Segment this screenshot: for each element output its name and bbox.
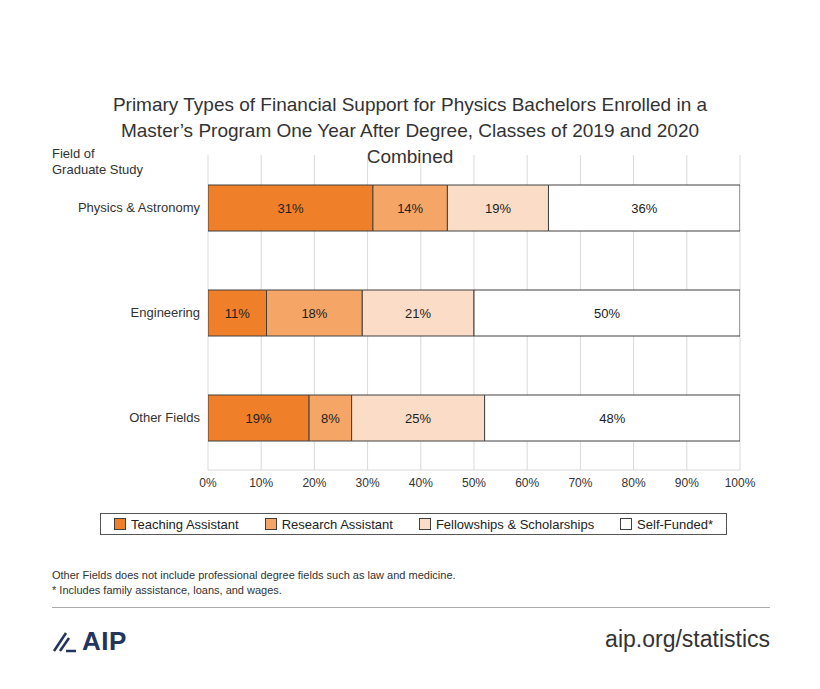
svg-text:Physics & Astronomy: Physics & Astronomy [78,200,201,215]
svg-text:36%: 36% [631,201,657,216]
svg-text:70%: 70% [568,476,592,490]
svg-text:14%: 14% [397,201,423,216]
svg-text:31%: 31% [277,201,303,216]
svg-text:80%: 80% [622,476,646,490]
svg-text:25%: 25% [405,411,431,426]
svg-text:90%: 90% [675,476,699,490]
svg-text:20%: 20% [302,476,326,490]
svg-text:48%: 48% [599,411,625,426]
html-text:Fellowships & Scholarships: Fellowships & Scholarships [435,516,595,532]
svg-text:8%: 8% [321,411,340,426]
svg-text:19%: 19% [485,201,511,216]
svg-text:100%: 100% [725,476,756,490]
svg-text:0%: 0% [199,476,217,490]
html-text:Research Assistant: Research Assistant [281,516,393,532]
svg-text:Other Fields: Other Fields [129,410,200,425]
html-text:Teaching Assistant: Teaching Assistant [131,516,239,532]
svg-text:10%: 10% [249,476,273,490]
svg-text:Engineering: Engineering [131,305,200,320]
svg-text:19%: 19% [246,411,272,426]
svg-text:18%: 18% [301,306,327,321]
html-text:Self-Funded*: Self-Funded* [637,516,713,532]
html-text:aip.org/statistics: aip.org/statistics [605,626,770,652]
svg-text:21%: 21% [405,306,431,321]
html-text:Primary Types of Financial Sup: Primary Types of Financial Support for P… [112,94,708,167]
svg-text:40%: 40% [409,476,433,490]
svg-text:50%: 50% [462,476,486,490]
svg-text:60%: 60% [515,476,539,490]
html-text:* Includes family assistance,: * Includes family assistance, loans, and… [52,584,282,596]
svg-text:50%: 50% [594,306,620,321]
html-text:AIP: AIP [82,626,127,656]
html-text:Field of Graduate Study: Field of Graduate Study [52,146,144,177]
svg-text:11%: 11% [225,306,250,321]
svg-text:30%: 30% [356,476,380,490]
html-text:Other Fields does not include: Other Fields does not include profession… [52,569,456,581]
